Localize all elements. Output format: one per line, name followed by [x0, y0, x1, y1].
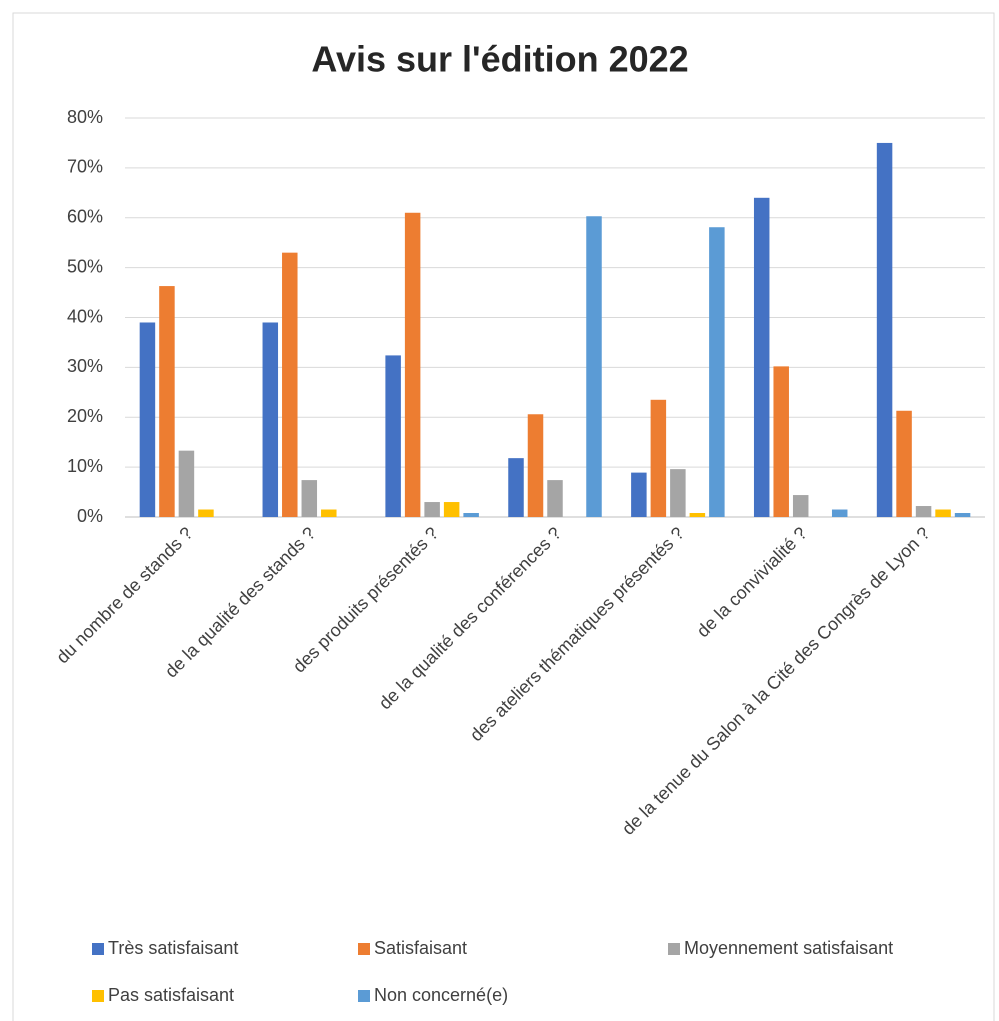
legend-swatch	[358, 943, 370, 955]
bar	[282, 252, 298, 517]
y-tick-label: 60%	[67, 207, 103, 227]
y-tick-label: 40%	[67, 306, 103, 326]
bar	[527, 414, 544, 517]
bar	[463, 513, 479, 517]
legend-label: Pas satisfaisant	[108, 985, 234, 1005]
y-tick-label: 0%	[77, 506, 103, 526]
legend-swatch	[92, 990, 104, 1002]
bar	[753, 197, 770, 518]
bar	[773, 366, 789, 517]
y-tick-label: 10%	[67, 456, 103, 476]
bar	[321, 509, 337, 517]
bar	[831, 509, 848, 517]
bar	[954, 513, 971, 517]
legend-label: Moyennement satisfaisant	[684, 938, 893, 958]
bar	[424, 502, 440, 517]
bar	[689, 513, 706, 517]
bar	[198, 509, 214, 517]
bar	[443, 502, 460, 517]
bar	[547, 480, 563, 517]
legend-swatch	[358, 990, 370, 1002]
bar	[896, 410, 912, 517]
y-tick-label: 50%	[67, 256, 103, 276]
bar	[139, 322, 156, 517]
y-tick-label: 20%	[67, 406, 103, 426]
legend-label: Non concerné(e)	[374, 985, 508, 1005]
bar	[178, 450, 195, 517]
legend-swatch	[668, 943, 680, 955]
y-tick-label: 70%	[67, 157, 103, 177]
bar	[631, 472, 647, 517]
legend-swatch	[92, 943, 104, 955]
bar	[650, 399, 667, 517]
y-tick-label: 30%	[67, 356, 103, 376]
legend-label: Très satisfaisant	[108, 938, 238, 958]
bar	[876, 142, 893, 517]
bar	[301, 480, 318, 517]
bar	[262, 322, 279, 517]
bar	[404, 212, 421, 517]
bar	[915, 506, 932, 517]
y-tick-label: 80%	[67, 107, 103, 127]
chart-title: Avis sur l'édition 2022	[311, 39, 688, 80]
bar	[935, 509, 951, 517]
bar	[792, 495, 809, 517]
bar	[385, 355, 401, 517]
legend-label: Satisfaisant	[374, 938, 467, 958]
bar	[508, 458, 524, 517]
bar	[709, 227, 725, 517]
bar	[586, 216, 602, 517]
bar	[159, 286, 175, 517]
bar	[670, 469, 686, 517]
